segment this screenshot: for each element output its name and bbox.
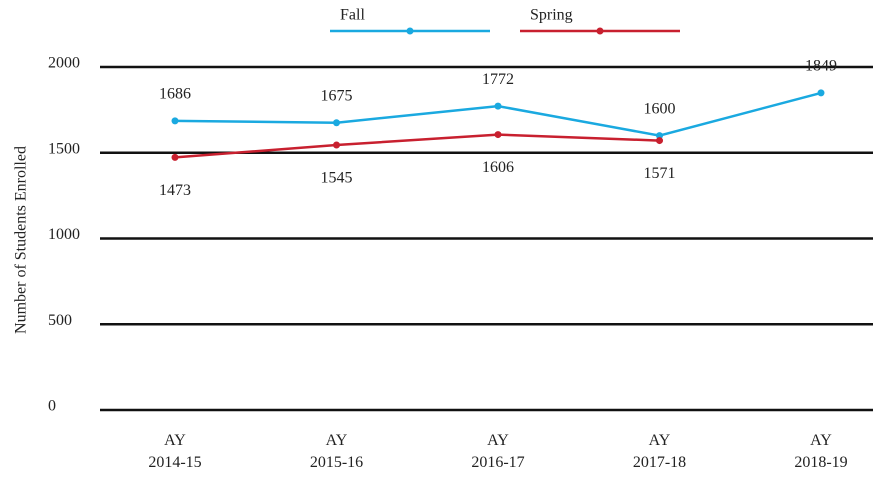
x-tick-label: AY 2014-15 bbox=[148, 432, 202, 471]
legend-marker bbox=[406, 27, 414, 35]
x-tick-label: AY 2016-17 bbox=[471, 432, 525, 471]
y-tick-label: 2000 bbox=[48, 55, 80, 72]
y-tick-label: 0 bbox=[48, 398, 56, 415]
y-axis-label: Number of Students Enrolled bbox=[13, 146, 30, 334]
data-label: 1849 bbox=[805, 58, 837, 75]
point bbox=[494, 131, 502, 139]
data-label: 1772 bbox=[482, 71, 514, 88]
point bbox=[171, 117, 179, 125]
point bbox=[656, 137, 663, 145]
point bbox=[656, 132, 663, 140]
data-label: 1675 bbox=[321, 87, 353, 104]
x-tick-label: AY 2017-18 bbox=[632, 432, 687, 471]
point bbox=[333, 119, 340, 127]
legend-label: Spring bbox=[530, 7, 573, 24]
point bbox=[494, 102, 502, 110]
legend-marker bbox=[596, 27, 604, 35]
data-label: 1571 bbox=[644, 165, 676, 182]
y-tick-label: 1500 bbox=[48, 140, 80, 157]
point bbox=[333, 141, 340, 149]
y-tick-label: 1000 bbox=[48, 226, 80, 243]
data-label: 1606 bbox=[482, 159, 514, 176]
legend-label: Fall bbox=[340, 7, 365, 24]
x-tick-label: AY 2015-16 bbox=[309, 432, 364, 471]
series-line bbox=[174, 91, 822, 137]
point bbox=[171, 153, 179, 161]
data-label: 1600 bbox=[644, 100, 676, 117]
data-label: 1473 bbox=[159, 182, 191, 199]
point bbox=[817, 89, 825, 97]
x-tick-label: AY 2018-19 bbox=[794, 432, 848, 471]
series-line bbox=[174, 133, 660, 159]
y-tick-label: 500 bbox=[48, 312, 72, 329]
data-label: 1545 bbox=[321, 170, 353, 187]
data-label: 1686 bbox=[159, 86, 191, 103]
